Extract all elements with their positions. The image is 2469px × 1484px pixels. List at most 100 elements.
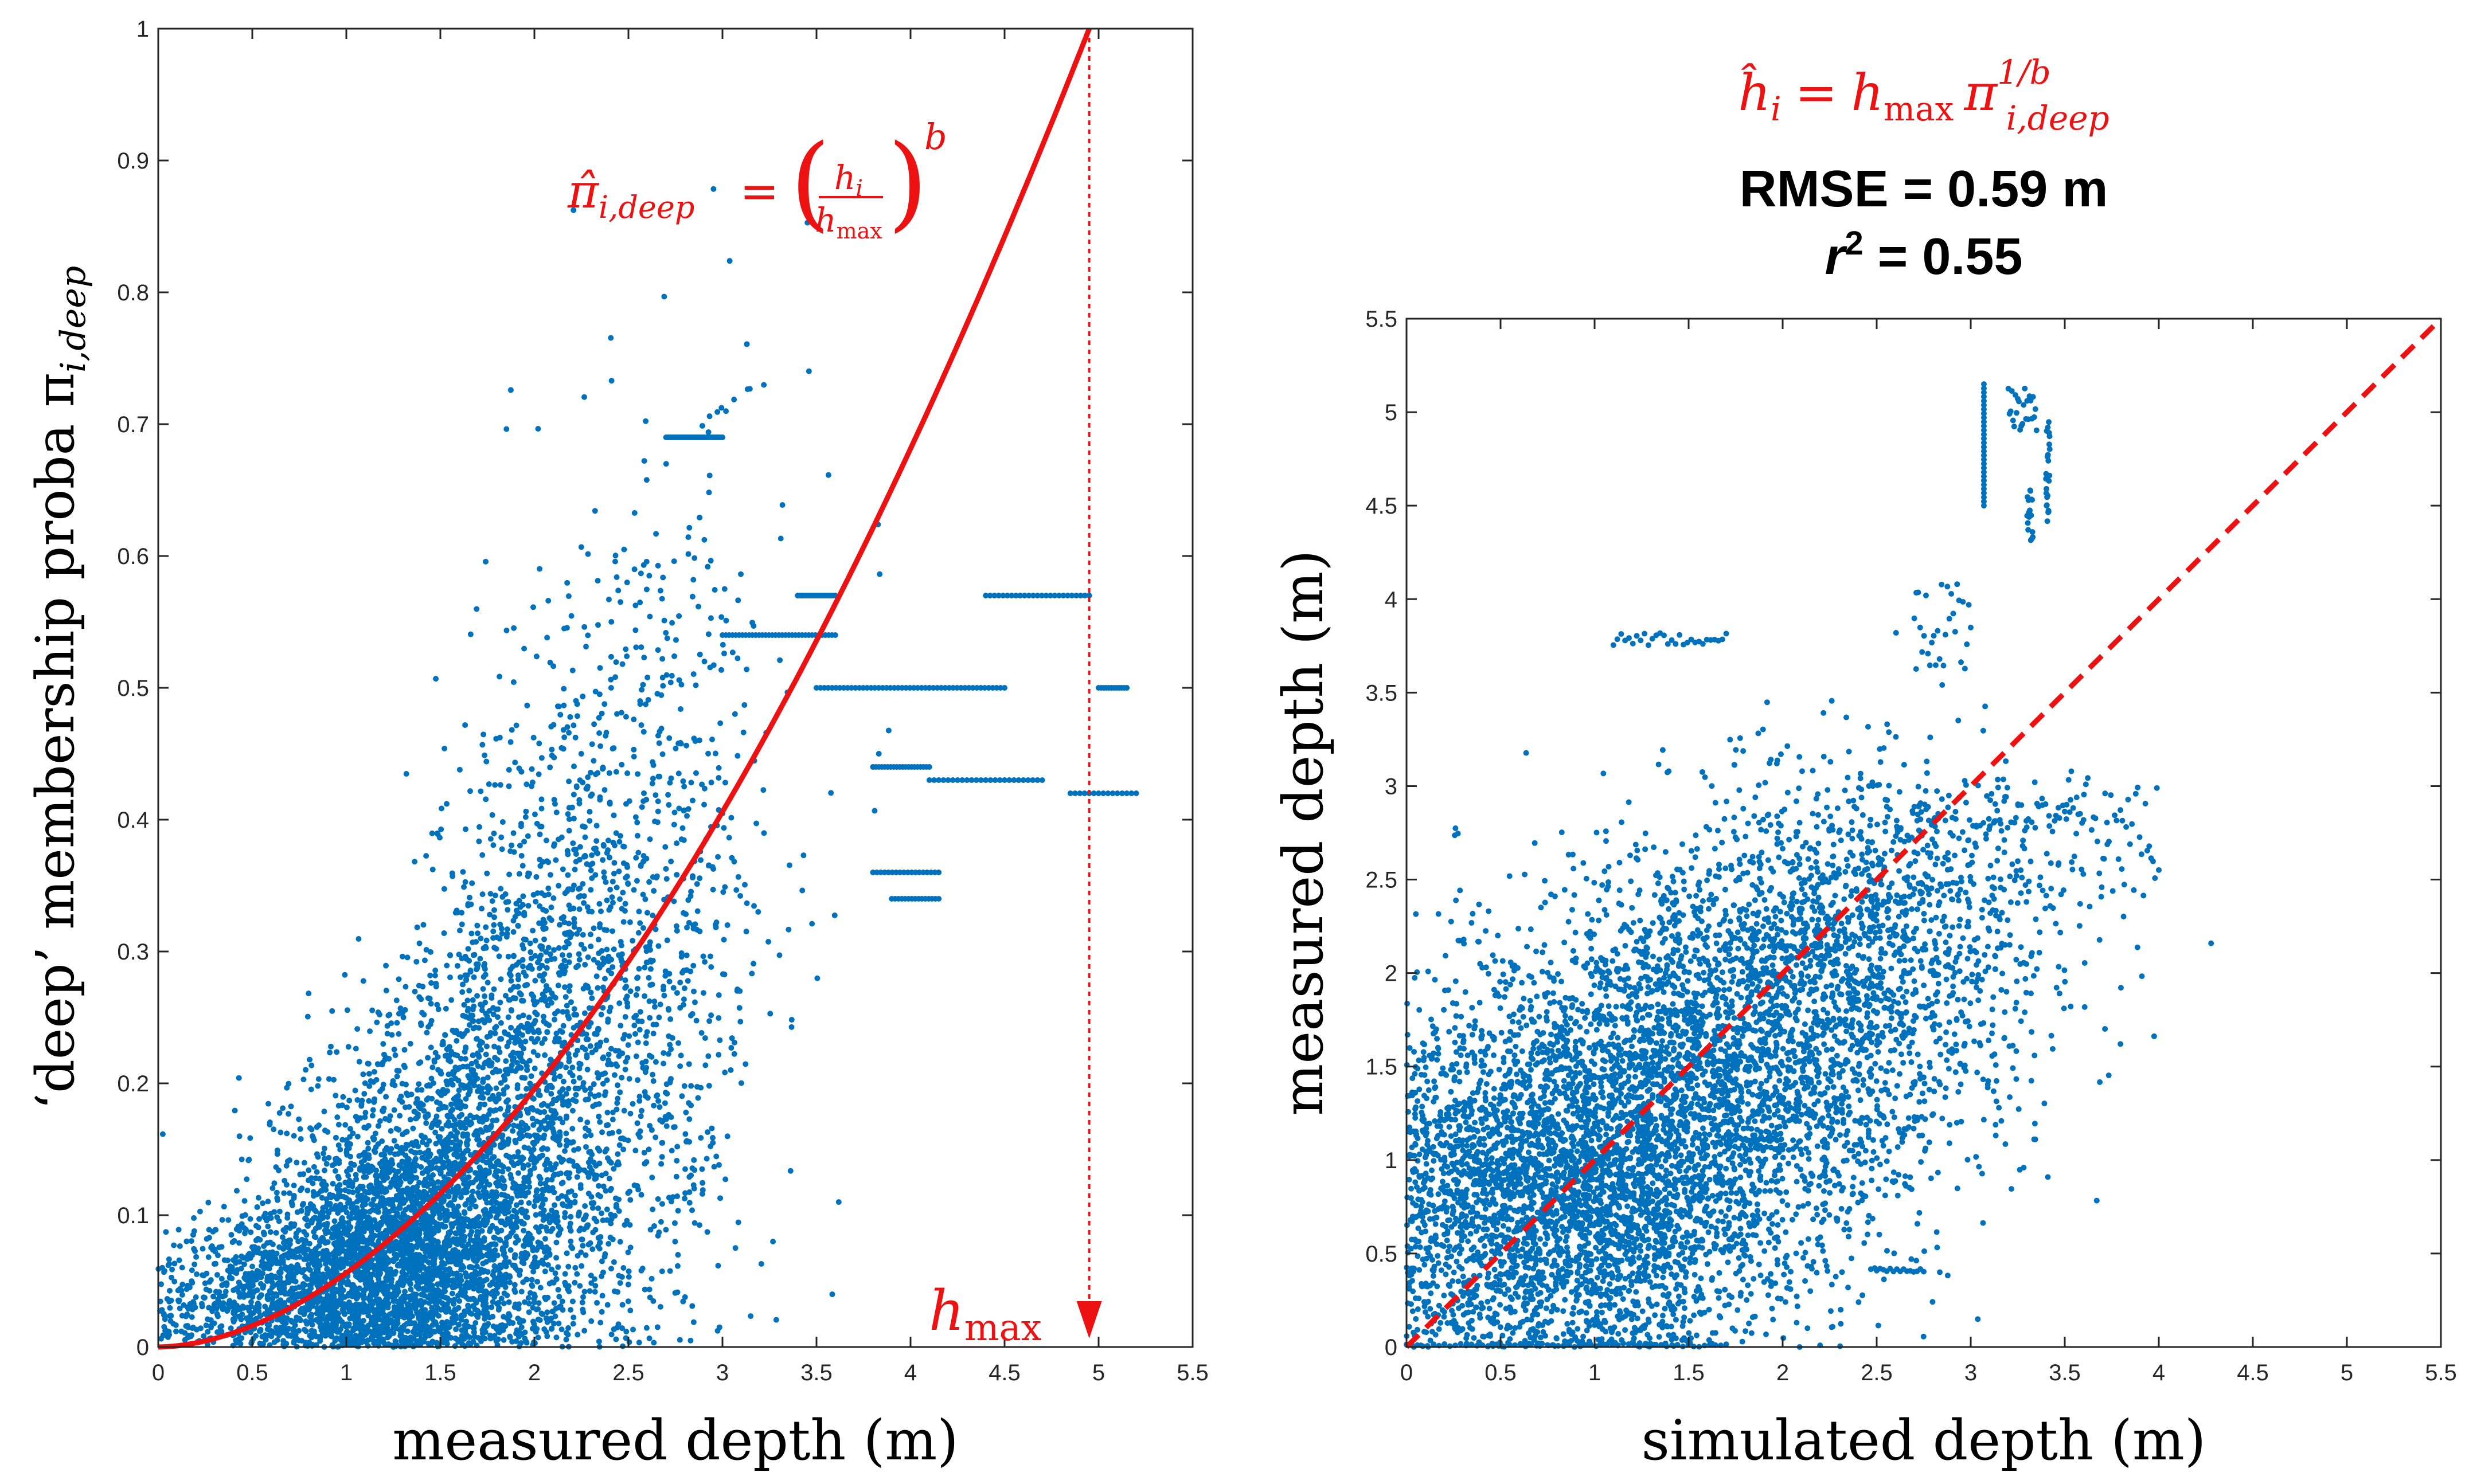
left-data-point [420,1170,426,1176]
left-data-point [655,943,662,949]
left-data-point [651,1102,657,1109]
left-data-point [291,1182,297,1189]
left-data-point [483,1259,489,1265]
left-data-point [527,940,533,946]
left-data-point [335,1175,342,1181]
left-data-point [583,1036,589,1043]
left-data-point [470,1281,476,1287]
left-data-point [323,1161,330,1167]
left-data-point [360,1071,366,1078]
left-data-point [388,1226,394,1232]
left-data-point [440,1250,446,1256]
left-data-point [335,1142,342,1148]
left-data-point [369,1333,376,1339]
left-data-point [387,1184,393,1190]
left-data-point [254,1204,260,1210]
left-data-point [292,1278,299,1285]
left-data-point [379,1138,385,1144]
left-data-point [253,1333,259,1339]
left-data-point [667,1268,673,1274]
left-data-point [519,863,526,869]
left-data-point [573,783,580,789]
left-data-point [188,1238,194,1244]
left-data-point [302,1215,308,1221]
left-data-point [650,1031,657,1037]
left-data-point [543,1185,549,1192]
left-data-point [523,1208,529,1215]
left-data-point [502,1284,509,1290]
left-data-point [225,1217,232,1223]
left-data-point [476,1213,482,1220]
left-data-point [401,1047,408,1053]
left-data-point [523,1277,529,1283]
left-data-point [192,1304,198,1310]
left-data-point [587,1091,593,1097]
left-data-point [342,1294,348,1300]
left-data-point [463,1140,470,1146]
left-data-point [336,1250,342,1256]
left-data-point [558,1326,565,1333]
left-data-point [571,1147,577,1153]
left-data-point [330,1181,336,1187]
left-data-point [497,1262,503,1268]
left-data-point [320,1271,326,1278]
left-data-point [701,801,708,808]
left-data-point [335,1210,341,1216]
left-data-point [214,1311,220,1317]
left-data-point [354,1321,360,1328]
left-data-point [364,1274,370,1281]
left-data-point [447,952,453,958]
left-data-point [402,1007,408,1013]
left-data-point [410,1125,416,1131]
left-data-point [235,1285,241,1291]
left-data-point [329,1289,335,1295]
left-data-point [505,1104,511,1110]
left-data-point [636,966,642,972]
left-data-point [327,1043,334,1050]
left-data-point [297,1187,303,1193]
left-data-point [632,627,639,633]
left-data-point [436,1246,443,1252]
left-data-point [493,946,499,952]
left-data-point [489,1206,495,1212]
left-data-point [484,1290,490,1296]
left-data-point [164,1296,170,1302]
left-data-point [374,1306,380,1313]
left-data-point [403,1082,409,1088]
left-data-point [446,1266,452,1272]
left-data-point [562,1209,568,1216]
left-data-point [265,1199,271,1205]
left-data-point [474,1263,480,1270]
left-data-point [647,966,654,972]
left-data-point [479,891,486,898]
left-data-point [699,1166,705,1172]
left-data-point [276,1167,282,1173]
left-data-point [491,922,497,928]
left-data-point [669,620,675,626]
left-data-point [537,1285,544,1291]
left-data-point [268,1305,275,1311]
left-data-point [312,1208,319,1215]
left-data-point [391,1138,397,1144]
left-data-point [400,1014,407,1020]
left-data-point [495,1229,501,1235]
left-data-point [429,1064,436,1071]
left-data-point [374,1224,381,1231]
left-data-point [325,1251,331,1258]
left-data-point [581,1328,588,1334]
left-data-point [493,1098,499,1105]
left-data-point [620,1146,627,1153]
left-data-point [510,1128,516,1134]
left-data-point [543,908,549,914]
left-data-point [403,1176,409,1182]
left-data-point [228,1232,235,1238]
left-data-point [462,1334,468,1341]
left-data-point [336,1286,342,1293]
left-data-point [595,985,601,991]
left-data-point [537,1317,543,1324]
left-data-point [491,986,497,992]
left-data-point [334,1195,341,1201]
left-data-point [477,956,483,962]
left-data-point [586,1149,592,1155]
left-data-point [552,1016,558,1023]
